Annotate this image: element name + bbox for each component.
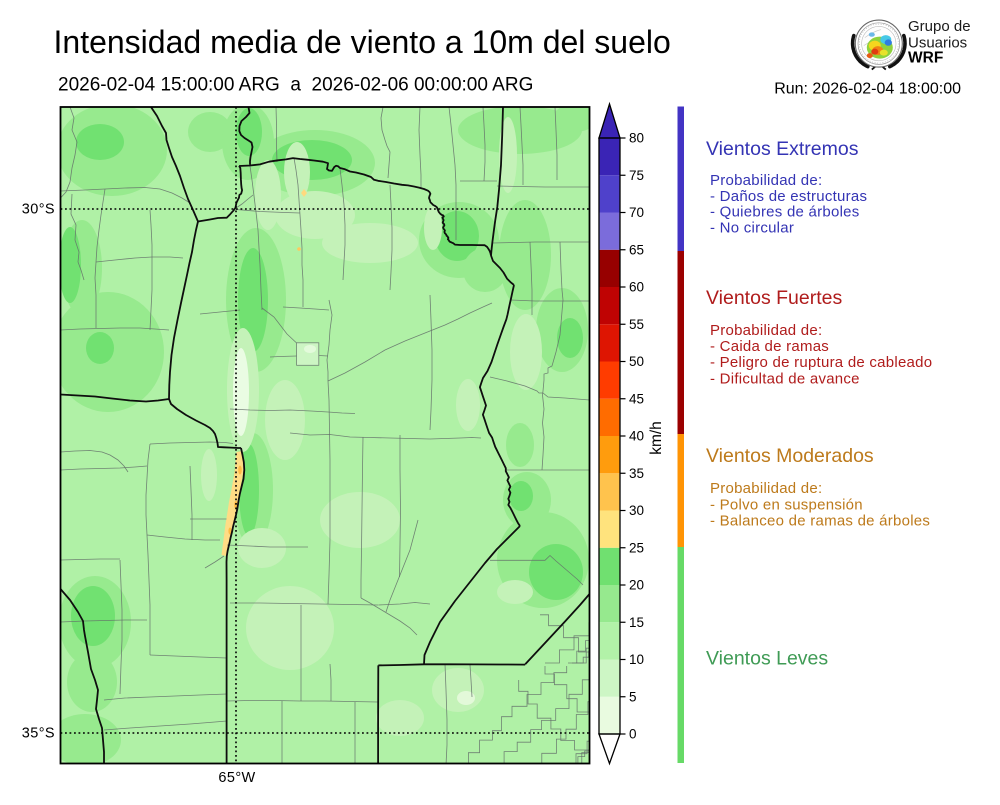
svg-text:Vientos Fuertes: Vientos Fuertes	[706, 287, 842, 309]
svg-text:65°W: 65°W	[218, 770, 255, 786]
svg-text:50: 50	[629, 354, 644, 369]
svg-text:30°S: 30°S	[22, 202, 55, 218]
svg-text:45: 45	[629, 391, 644, 406]
svg-text:Vientos Leves: Vientos Leves	[706, 648, 828, 670]
svg-text:Usuarios: Usuarios	[908, 35, 967, 52]
svg-text:Intensidad media de viento a 1: Intensidad media de viento a 10m del sue…	[54, 24, 671, 60]
svg-text:- Peligro de ruptura de cablea: - Peligro de ruptura de cableado	[710, 354, 932, 371]
svg-text:2026-02-04 15:00:00 ARG a 20: 2026-02-04 15:00:00 ARG a 2026-02-06 00:…	[58, 75, 533, 96]
svg-text:WRF: WRF	[908, 50, 943, 67]
svg-text:75: 75	[629, 168, 644, 183]
svg-text:- Caida de ramas: - Caida de ramas	[710, 338, 829, 355]
svg-text:60: 60	[629, 280, 644, 295]
svg-text:- Daños de estructuras: - Daños de estructuras	[710, 188, 867, 205]
svg-text:10: 10	[629, 652, 644, 667]
svg-text:Probabilidad de:: Probabilidad de:	[710, 172, 822, 189]
svg-text:15: 15	[629, 615, 644, 630]
svg-text:- Polvo en suspensión: - Polvo en suspensión	[710, 496, 863, 513]
svg-text:Vientos Moderados: Vientos Moderados	[706, 445, 874, 467]
svg-text:0: 0	[629, 727, 637, 742]
svg-text:80: 80	[629, 131, 644, 146]
svg-text:55: 55	[629, 317, 644, 332]
svg-text:30: 30	[629, 503, 644, 518]
svg-text:Vientos Extremos: Vientos Extremos	[706, 138, 859, 160]
svg-text:20: 20	[629, 578, 644, 593]
svg-text:- No circular: - No circular	[710, 219, 794, 236]
svg-text:Probabilidad de:: Probabilidad de:	[710, 322, 822, 339]
svg-text:Probabilidad de:: Probabilidad de:	[710, 480, 822, 497]
svg-text:65: 65	[629, 242, 644, 257]
svg-text:40: 40	[629, 429, 644, 444]
svg-text:- Quiebres de árboles: - Quiebres de árboles	[710, 204, 860, 221]
svg-text:35°S: 35°S	[22, 726, 55, 742]
svg-text:- Dificultad de avance: - Dificultad de avance	[710, 370, 860, 387]
svg-text:70: 70	[629, 205, 644, 220]
svg-text:25: 25	[629, 540, 644, 555]
svg-text:km/h: km/h	[648, 421, 665, 455]
svg-text:Grupo de: Grupo de	[908, 18, 971, 35]
svg-text:35: 35	[629, 466, 644, 481]
svg-text:Run: 2026-02-04 18:00:00: Run: 2026-02-04 18:00:00	[774, 81, 961, 98]
svg-text:5: 5	[629, 689, 637, 704]
svg-text:- Balanceo de ramas de árboles: - Balanceo de ramas de árboles	[710, 513, 930, 530]
